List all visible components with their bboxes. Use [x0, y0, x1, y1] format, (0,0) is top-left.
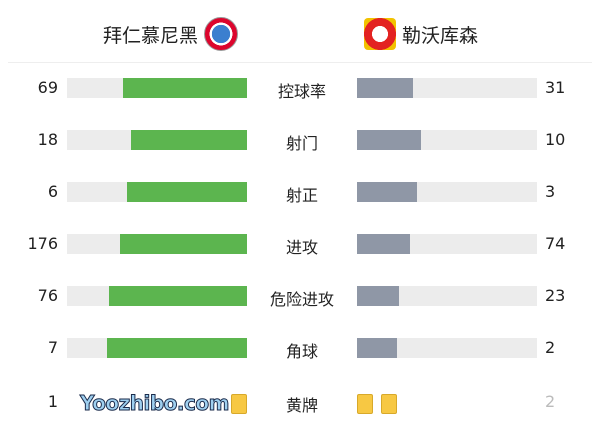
- stat-label: 黄牌: [285, 396, 318, 415]
- away-value: 2: [545, 338, 556, 357]
- away-value: 3: [545, 182, 556, 201]
- home-bar-track: [67, 130, 247, 150]
- away-bar-track: [357, 338, 537, 358]
- away-yellow-card-icon: [381, 394, 397, 414]
- home-value: 1: [47, 392, 58, 411]
- away-bar-fill: [357, 338, 397, 358]
- away-bar-fill: [357, 182, 417, 202]
- stat-label: 角球: [285, 342, 318, 361]
- home-value: 18: [37, 130, 58, 149]
- away-team-name: 勒沃库森: [402, 24, 479, 47]
- stat-row: 6 射正 3: [0, 180, 600, 205]
- away-value: 31: [545, 78, 566, 97]
- home-value: 176: [27, 234, 58, 253]
- away-bar-fill: [357, 78, 413, 98]
- home-bar-fill: [127, 182, 247, 202]
- away-bar-fill: [357, 130, 422, 150]
- away-team: 勒沃库森: [364, 18, 479, 50]
- home-bar-track: [67, 338, 247, 358]
- stat-row: 176 进攻 74: [0, 232, 600, 257]
- home-bar-fill: [120, 234, 247, 254]
- home-team: 拜仁慕尼黑: [103, 17, 239, 51]
- home-yellow-card-icon: [231, 394, 247, 414]
- away-bar-fill: [357, 234, 411, 254]
- stat-row: 7 角球 2: [0, 336, 600, 361]
- away-value: 2: [545, 392, 556, 411]
- stat-label: 进攻: [285, 238, 318, 257]
- stat-row-yellow-cards: 1 黄牌 2: [0, 390, 600, 415]
- away-value: 23: [545, 286, 566, 305]
- home-bar-track: [67, 286, 247, 306]
- home-bar-track: [67, 234, 247, 254]
- home-value: 69: [37, 78, 58, 97]
- away-bar-track: [357, 182, 537, 202]
- home-bar-fill: [108, 286, 247, 306]
- away-bar-fill: [357, 286, 399, 306]
- away-value: 74: [545, 234, 566, 253]
- home-value: 76: [37, 286, 58, 305]
- away-yellow-card-icon: [357, 394, 373, 414]
- stat-label: 危险进攻: [269, 290, 334, 309]
- home-value: 6: [47, 182, 58, 201]
- home-bar-fill: [122, 78, 247, 98]
- stat-row: 18 射门 10: [0, 128, 600, 153]
- away-bar-track: [357, 286, 537, 306]
- home-bar-fill: [107, 338, 247, 358]
- home-bar-track: [67, 182, 247, 202]
- home-value: 7: [47, 338, 58, 357]
- stat-label: 控球率: [277, 82, 326, 101]
- home-bar-fill: [131, 130, 247, 150]
- stat-label: 射门: [285, 134, 318, 153]
- stat-row: 69 控球率 31: [0, 76, 600, 101]
- stat-row: 76 危险进攻 23: [0, 284, 600, 309]
- bayern-crest-icon: [204, 17, 239, 51]
- watermark: Yoozhibo.com: [80, 391, 230, 416]
- leverkusen-crest-icon: [364, 18, 396, 50]
- away-bar-track: [357, 130, 537, 150]
- home-bar-track: [67, 78, 247, 98]
- away-value: 10: [545, 130, 566, 149]
- away-bar-track: [357, 234, 537, 254]
- header-divider: [8, 62, 592, 63]
- away-bar-track: [357, 78, 537, 98]
- home-team-name: 拜仁慕尼黑: [103, 24, 199, 47]
- stat-label: 射正: [285, 186, 318, 205]
